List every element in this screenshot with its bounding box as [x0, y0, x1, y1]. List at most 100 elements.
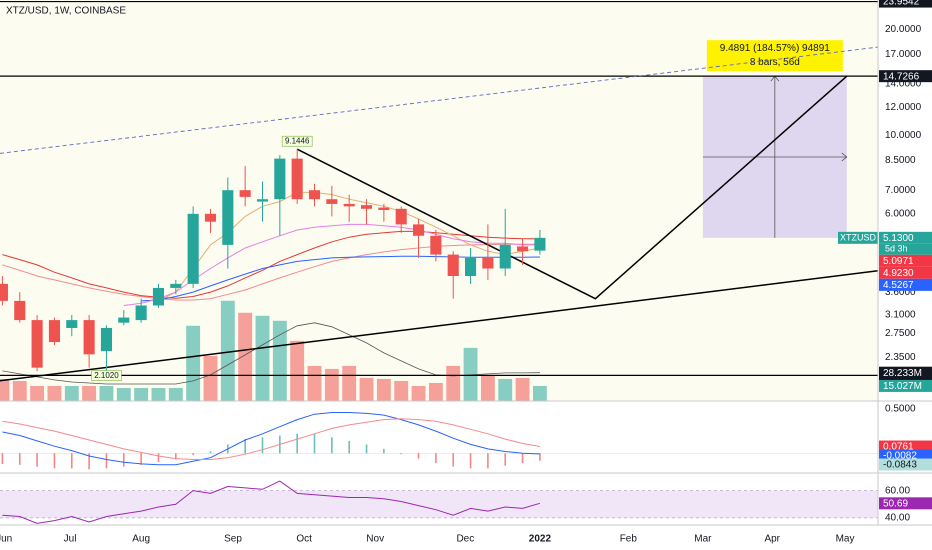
y-tick-label: 17.0000	[885, 49, 922, 60]
volume-bar	[47, 385, 62, 401]
candle-body	[31, 320, 43, 368]
price-label: 4.5267	[883, 280, 914, 291]
y-tick-label: 10.0000	[885, 130, 922, 141]
candle-body	[395, 208, 407, 225]
macd-histogram-bar	[383, 448, 385, 454]
volume-bar	[394, 380, 409, 401]
y-tick-label: 14.0000	[885, 79, 922, 90]
rsi-tick-label: 60.00	[885, 485, 910, 496]
macd-label: -0.0843	[883, 460, 917, 471]
price-label: 5.0971	[883, 256, 914, 267]
chart-title: XTZ/USD, 1W, COINBASE	[6, 6, 126, 17]
macd-histogram-bar	[435, 453, 437, 464]
candle-body	[308, 190, 321, 200]
candle-body	[187, 213, 199, 284]
volume-bar	[446, 365, 461, 401]
rsi-tick-label: 40.00	[885, 513, 910, 524]
y-tick-label: 3.1000	[885, 310, 916, 321]
volume-bar	[498, 378, 513, 401]
candle-body	[274, 158, 286, 200]
macd-histogram-bar	[539, 453, 541, 461]
rsi-pane	[0, 480, 878, 524]
price-label-bg	[879, 231, 932, 244]
candle-body	[48, 320, 60, 343]
volume-bar	[82, 385, 97, 401]
volume-bar	[168, 387, 183, 401]
macd-histogram-bar	[122, 453, 125, 467]
volume-bar	[238, 312, 253, 401]
candle-body	[465, 257, 477, 276]
macd-histogram-bar	[175, 453, 177, 460]
symbol-badge-bg	[838, 231, 878, 244]
macd-line	[2, 412, 540, 466]
volume-bar	[515, 377, 530, 401]
x-tick-label: Oct	[296, 534, 312, 545]
macd-tick-label: 0.5000	[885, 404, 916, 415]
volume-bar	[376, 378, 391, 401]
price-label: 5.1300	[883, 233, 914, 244]
candle-body	[360, 205, 373, 209]
hline-label: 23.9542	[883, 0, 920, 8]
volume-bar	[12, 380, 27, 401]
macd-label: 0.0761	[883, 442, 914, 453]
y-tick-label: 3.6000	[885, 287, 916, 298]
x-tick-label: 2022	[529, 534, 552, 545]
macd-histogram-bar	[88, 453, 90, 470]
x-tick-label: May	[836, 534, 855, 545]
x-tick-label: Feb	[620, 534, 638, 545]
volume-bar	[0, 378, 10, 401]
volume-bar	[290, 340, 305, 401]
volume-bar	[30, 385, 45, 401]
candle-body	[14, 300, 26, 321]
macd-histogram-bar	[331, 437, 333, 454]
volume-bar	[203, 355, 218, 401]
rsi-line	[2, 480, 541, 524]
candle-body	[100, 327, 113, 352]
macd-histogram-bar	[348, 440, 350, 454]
macd-histogram-bar	[1, 453, 4, 464]
macd-histogram-bar	[18, 453, 21, 465]
volume-bar	[480, 375, 495, 401]
macd-histogram-bar	[36, 453, 38, 467]
volume-bar	[64, 385, 79, 401]
signal-line	[2, 418, 540, 460]
price-label-bg	[879, 254, 932, 267]
candle-body	[534, 237, 546, 251]
hline-label-bg	[879, 0, 932, 8]
candle-body	[0, 283, 8, 301]
volume-bar	[151, 387, 166, 401]
y-tick-label: 12.0000	[885, 102, 922, 113]
price-pane: 9.4891 (184.57%) 94891 8 bars, 56d 9.1446 2…	[0, 0, 878, 401]
countdown: 5d 3h	[885, 244, 908, 254]
price-label: 4.9230	[883, 268, 914, 279]
extreme-label: 2.1020	[94, 371, 119, 380]
volume-bar	[428, 382, 443, 401]
candle-body	[239, 190, 251, 197]
candle-body	[343, 203, 355, 207]
candle-body	[517, 246, 529, 252]
candle-body	[118, 317, 130, 323]
macd-histogram-bar	[53, 453, 56, 469]
x-tick-label: Jul	[64, 534, 77, 545]
volume-label: 15.027M	[883, 381, 922, 392]
volume-bar	[272, 320, 287, 401]
macd-label: -0.0082	[883, 451, 917, 462]
trend-line	[296, 75, 848, 300]
x-tick-label: Aug	[132, 534, 150, 545]
volume-bar	[307, 365, 322, 401]
macd-histogram-bar	[487, 453, 489, 469]
y-tick-label: 2.7500	[885, 328, 916, 339]
candle-body	[135, 305, 147, 321]
candle-body	[256, 199, 269, 202]
candle-body	[430, 235, 442, 255]
macd-histogram-bar	[452, 453, 455, 467]
measure-arrow-head	[841, 152, 848, 162]
trend-line	[0, 269, 878, 382]
candle-body	[326, 199, 338, 204]
macd-histogram-bar	[192, 453, 194, 456]
macd-histogram-bar	[209, 451, 212, 454]
moving-average	[141, 255, 540, 302]
candle-body	[291, 158, 303, 200]
volume-bar	[532, 385, 547, 401]
macd-histogram-bar	[140, 453, 142, 465]
